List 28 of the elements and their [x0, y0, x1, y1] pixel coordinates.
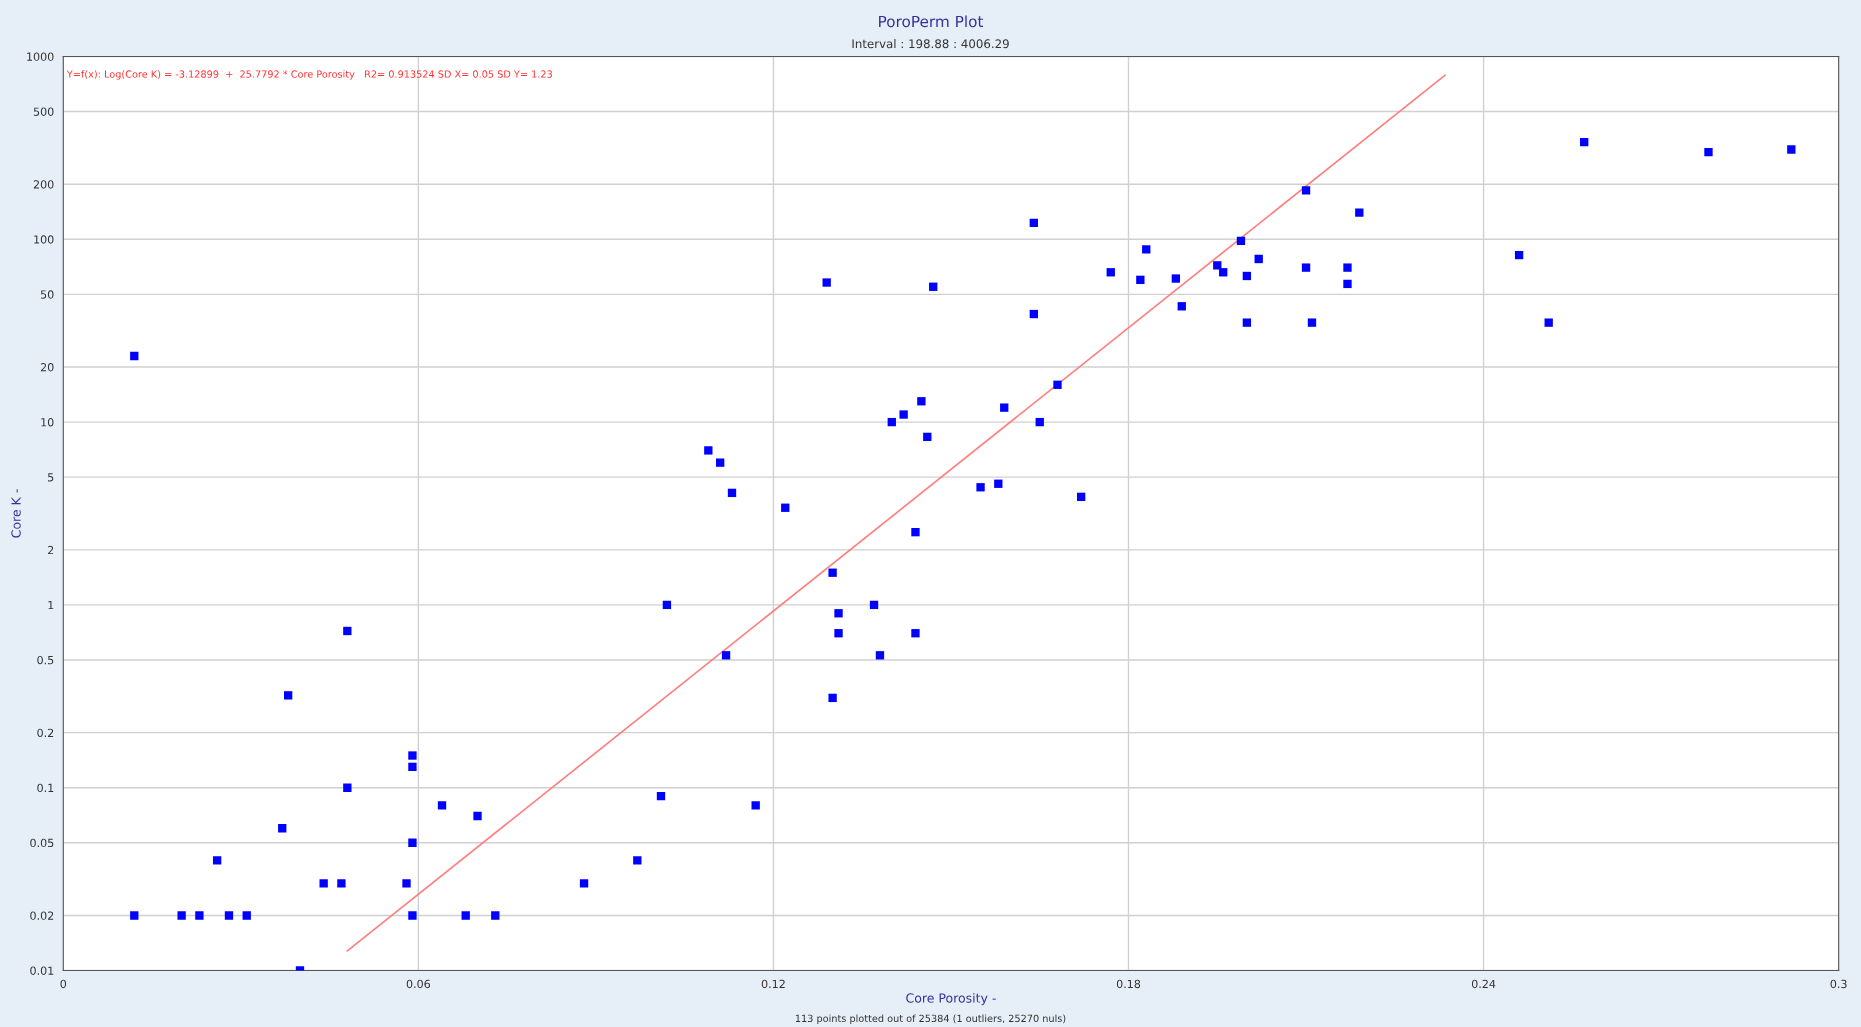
x-tick-label: 0 [60, 979, 67, 989]
x-tick-label: 0.18 [1116, 979, 1141, 989]
x-tick-label: 0.3 [1830, 979, 1847, 989]
y-tick-label: 1000 [27, 52, 54, 61]
y-tick-label: 50 [40, 290, 54, 299]
y-tick-label: 0.2 [37, 728, 54, 738]
x-tick-label: 0.12 [761, 979, 785, 989]
y-axis-title: Core K - [11, 489, 21, 538]
y-tick-label: 2 [47, 545, 54, 555]
chart-subtitle: Interval : 198.88 : 4006.29 [852, 39, 1009, 49]
y-tick-label: 0.05 [30, 838, 54, 848]
x-axis-title: Core Porosity - [906, 993, 996, 1006]
y-tick-label: 5 [48, 473, 54, 482]
y-tick-label: 0.5 [37, 655, 54, 665]
y-tick-label: 0.01 [30, 966, 54, 975]
annotation: Y=f(x): Log(Core K) = -3.12899 + 25.7792 * Core Porosity R2= 0.913524 SD X= 0.05 SD Y= 1.23 [66, 70, 552, 80]
x-tick-label: 0.24 [1471, 979, 1496, 989]
y-tick-label: 200 [33, 180, 54, 189]
x-tick-label: 0.06 [406, 979, 431, 989]
y-tick-label: 0.02 [30, 911, 54, 920]
chart-title: PoroPerm Plot [879, 15, 984, 28]
y-tick-label: 1 [48, 601, 54, 610]
y-tick-label: 0.1 [37, 783, 54, 793]
y-tick-label: 500 [33, 107, 54, 116]
y-tick-label: 20 [40, 363, 54, 372]
y-tick-label: 100 [34, 235, 54, 244]
y-tick-label: 10 [41, 418, 54, 427]
text: 113 points plotted out of 25384 (1 outliers, 25270 nuls) [795, 1014, 1066, 1024]
